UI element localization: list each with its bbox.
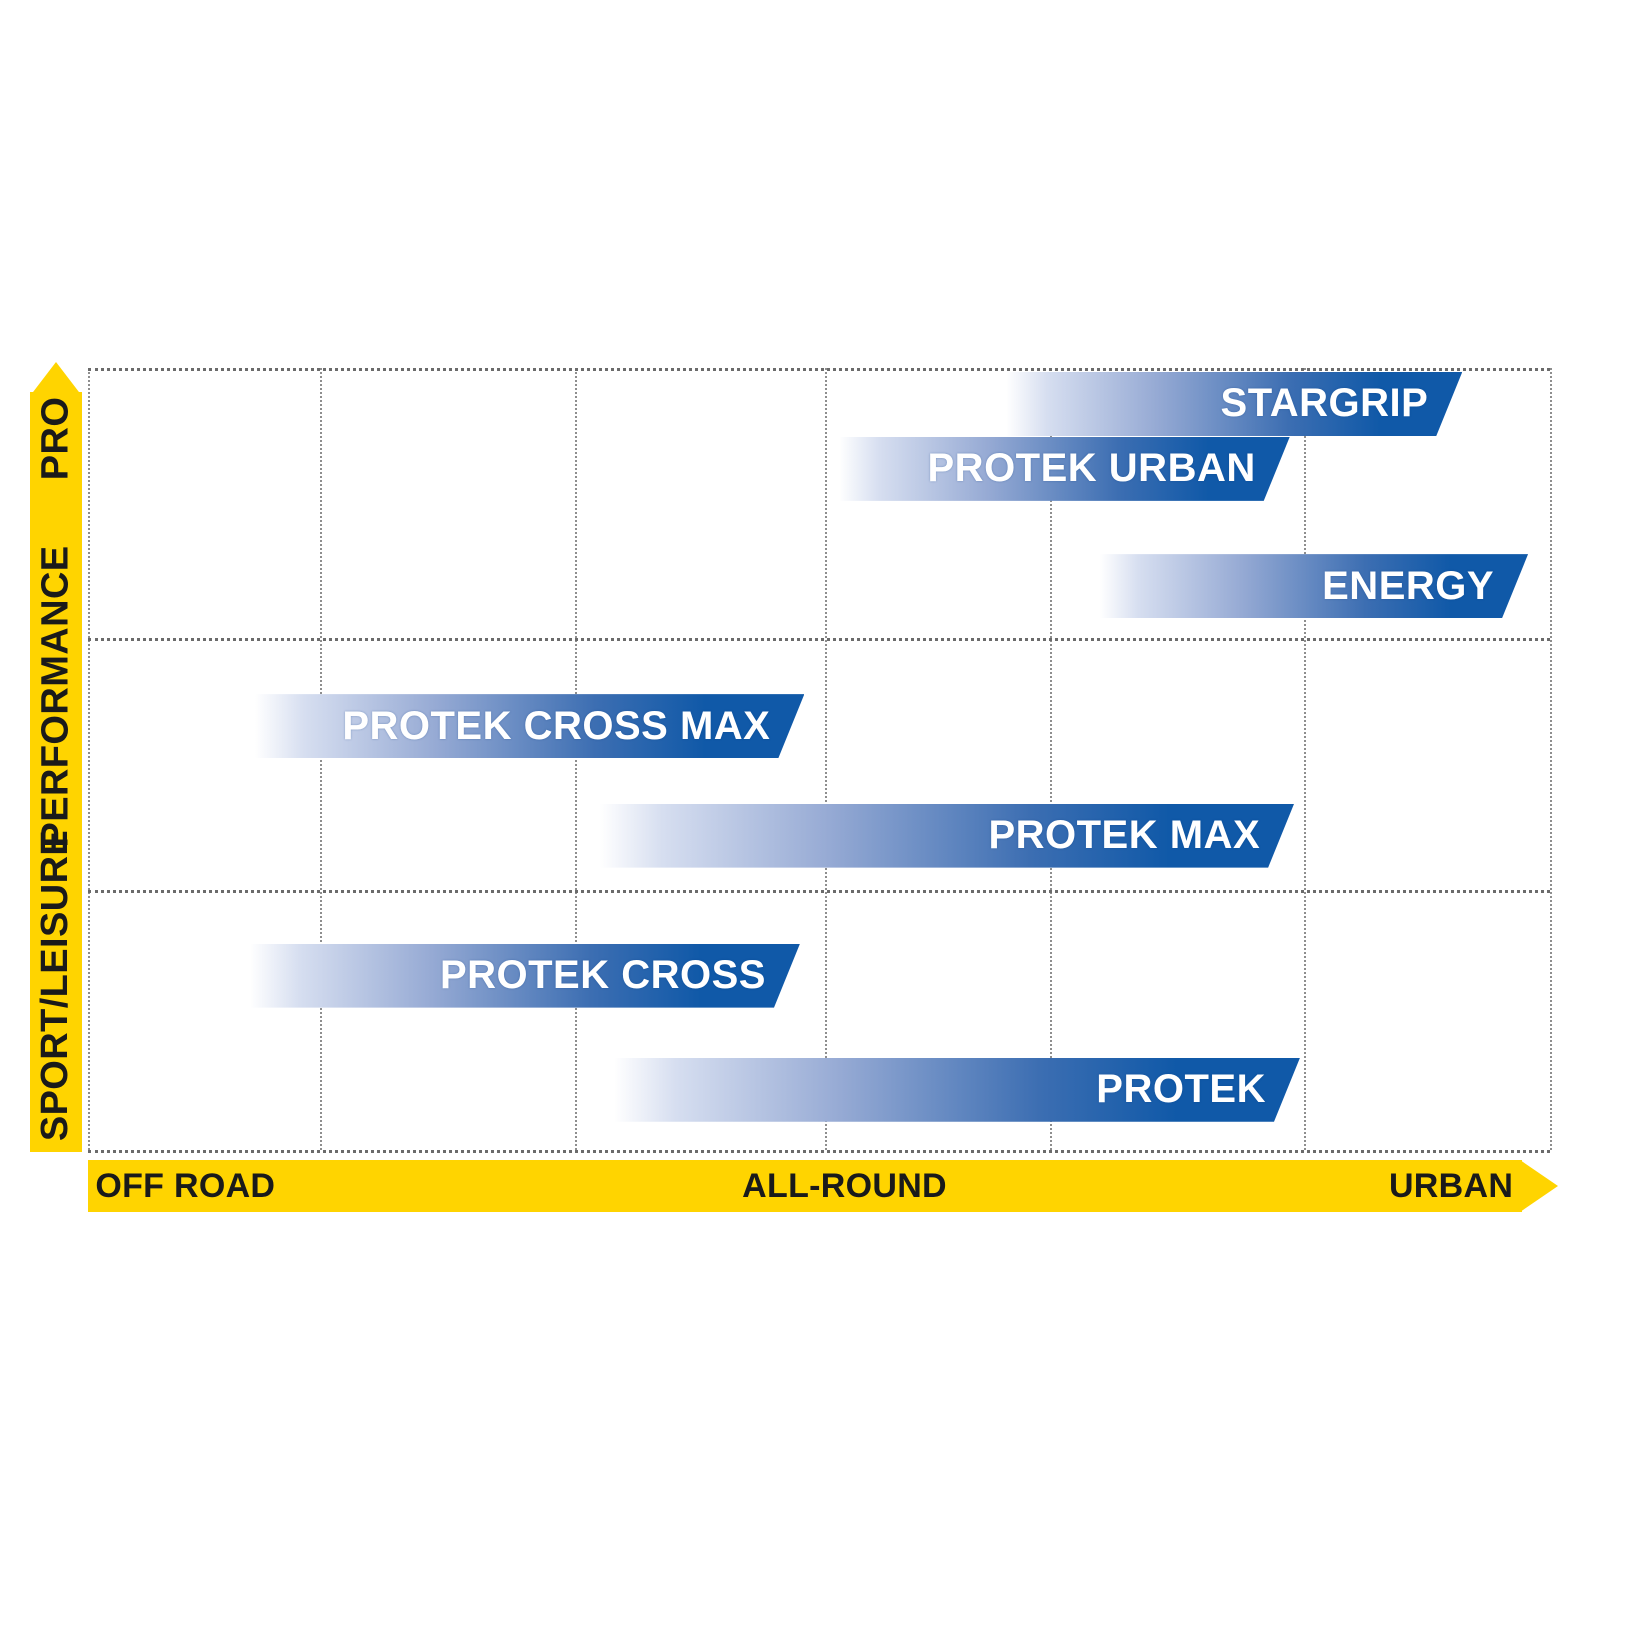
grid-line-vertical [574,368,577,1150]
y-axis-tick-label: PRO [30,396,82,480]
grid-line-horizontal [88,1150,1550,1153]
grid-line-vertical [1550,368,1552,1150]
bar-gradient-fill [1100,554,1528,618]
bar-gradient-fill [600,804,1294,868]
x-axis-tick-label: OFF ROAD [95,1166,276,1205]
grid-line-vertical [1304,368,1307,1150]
grid-line-horizontal [88,368,1550,371]
bar-label: STARGRIP [1220,381,1429,426]
grid-line-vertical [320,368,323,1150]
y-axis-tick-label: SPORT/LEISURE [30,830,82,1141]
bar-gradient-fill [839,437,1289,501]
bar-label: PROTEK [1096,1067,1266,1112]
bar-label: PROTEK MAX [988,813,1261,858]
y-axis-tick-text: SPORT/LEISURE [34,829,77,1141]
bar-gradient-fill [255,694,805,758]
y-axis-arrowhead [30,362,82,396]
grid-line-vertical [1049,368,1052,1150]
bar-gradient-fill [614,1058,1300,1122]
x-axis-tick-label: URBAN [1388,1166,1514,1205]
product-bar[interactable]: PROTEK URBAN [839,437,1289,501]
plot-area: STARGRIP PROTEK URBAN ENERGY PROTEK CROSS M… [88,368,1552,1153]
y-axis-tick-text: PERFORMANCE [34,545,77,848]
y-axis-label-group: PRO PERFORMANCE SPORT/LEISURE [30,392,82,1152]
bar-label: PROTEK CROSS MAX [342,703,771,748]
bar-label: PROTEK URBAN [927,446,1256,491]
grid-line-horizontal [88,890,1550,894]
bar-gradient-fill [1006,372,1462,436]
bar-gradient-fill [250,944,800,1008]
bar-label: ENERGY [1322,563,1495,608]
performance-axis: PRO PERFORMANCE SPORT/LEISURE [30,362,82,1152]
product-bar[interactable]: STARGRIP [1006,372,1462,436]
product-bar[interactable]: ENERGY [1100,554,1528,618]
y-axis-tick-label: PERFORMANCE [30,545,82,847]
product-bar[interactable]: PROTEK [614,1058,1300,1122]
x-axis-shaft [88,1160,1522,1212]
y-axis-tick-text: PRO [34,396,77,480]
product-bar[interactable]: PROTEK CROSS [250,944,800,1008]
x-axis-tick-label: ALL-ROUND [742,1166,947,1205]
terrain-axis: OFF ROAD ALL-ROUND URBAN [88,1160,1558,1212]
y-axis-shaft [30,392,82,1152]
grid-line-vertical [88,368,90,1150]
product-bar[interactable]: PROTEK CROSS MAX [255,694,805,758]
product-bar[interactable]: PROTEK MAX [600,804,1294,868]
grid-line-horizontal [88,637,1550,641]
grid-line-vertical [824,368,827,1150]
x-axis-arrowhead [1520,1160,1558,1212]
bar-label: PROTEK CROSS [439,953,766,998]
